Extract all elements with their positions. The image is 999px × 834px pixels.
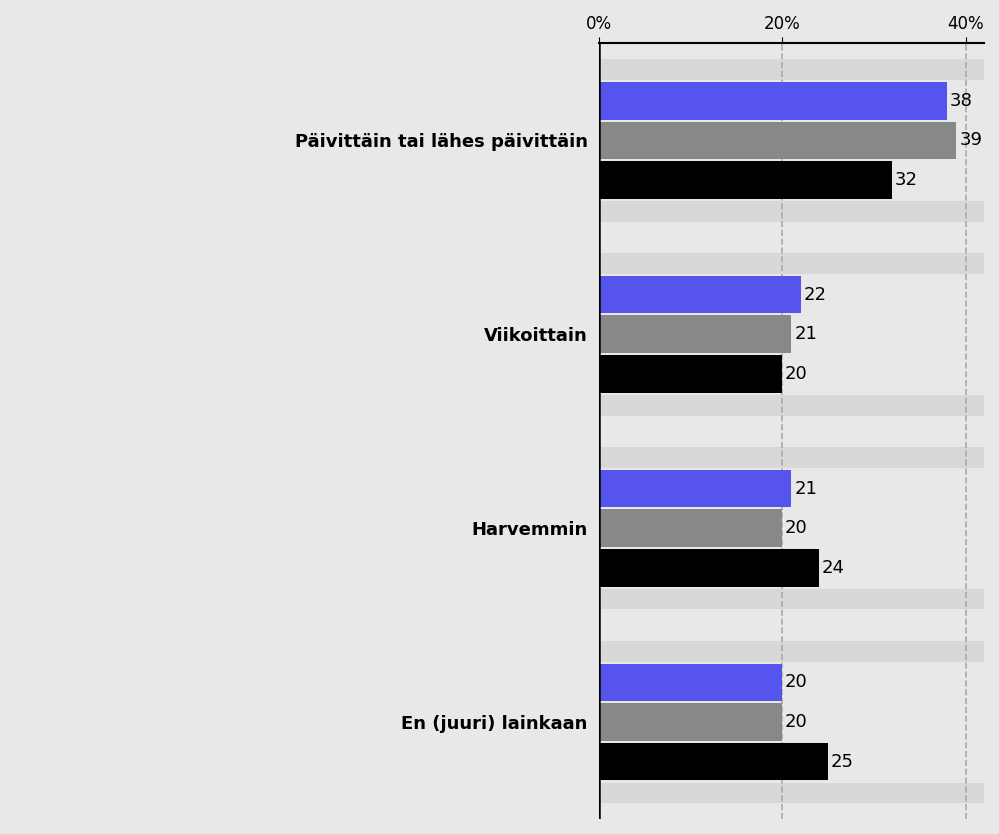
Text: 24: 24: [822, 559, 845, 577]
Bar: [598, 161, 892, 198]
Text: 22: 22: [803, 286, 826, 304]
Bar: [598, 743, 828, 781]
Bar: [598, 201, 999, 222]
Text: 25: 25: [831, 752, 854, 771]
Text: 32: 32: [895, 171, 918, 189]
Bar: [598, 589, 999, 610]
Text: 20: 20: [785, 713, 808, 731]
Text: 21: 21: [794, 480, 817, 498]
Bar: [598, 641, 999, 661]
Bar: [598, 122, 956, 159]
Bar: [598, 355, 782, 393]
Bar: [598, 470, 791, 507]
Bar: [598, 664, 782, 701]
Text: 20: 20: [785, 364, 808, 383]
Bar: [598, 447, 999, 468]
Bar: [598, 782, 999, 803]
Bar: [598, 276, 800, 314]
Bar: [598, 315, 791, 353]
Bar: [598, 510, 782, 547]
Bar: [598, 549, 819, 586]
Bar: [598, 394, 999, 415]
Text: 21: 21: [794, 325, 817, 344]
Text: 20: 20: [785, 673, 808, 691]
Bar: [598, 82, 947, 119]
Bar: [598, 59, 999, 80]
Bar: [598, 253, 999, 274]
Text: 20: 20: [785, 519, 808, 537]
Bar: [598, 703, 782, 741]
Text: 38: 38: [950, 92, 973, 110]
Text: 39: 39: [959, 132, 982, 149]
